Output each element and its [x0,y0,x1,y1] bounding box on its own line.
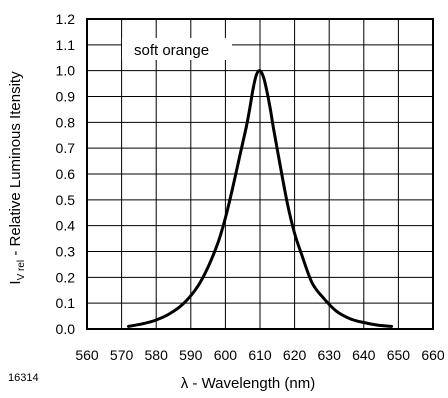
x-tick-label: 610 [248,347,272,363]
series-label: soft orange [134,42,209,59]
y-tick-label: 0.2 [56,269,76,285]
x-tick-label: 590 [179,347,203,363]
y-tick-label: 1.1 [56,37,76,53]
y-tick-label: 0.3 [56,244,76,260]
x-tick-label: 630 [318,347,342,363]
y-tick-label: 1.0 [56,63,76,79]
figure-id: 16314 [8,372,39,384]
y-axis-label-subscript: V rel [16,260,27,281]
y-tick-label: 0.1 [56,295,76,311]
x-axis-label: λ - Wavelength (nm) [181,375,315,392]
y-tick-label: 0.5 [56,192,76,208]
y-tick-label: 0.8 [56,114,76,130]
x-tick-label: 580 [145,347,169,363]
y-tick-label: 0.0 [56,321,76,337]
y-tick-label: 0.7 [56,140,76,156]
y-tick-label: 0.9 [56,89,76,105]
y-tick-label: 0.4 [56,218,76,234]
y-tick-labels: 0.0 0.1 0.2 0.3 0.4 0.5 0.6 0.7 0.8 0.9 1.0 1.1 1.2 [56,11,76,337]
x-tick-label: 650 [387,347,411,363]
x-tick-labels: 560 570 580 590 600 610 620 630 640 650 660 [75,347,445,363]
grid-lines [86,18,434,330]
x-tick-label: 600 [214,347,238,363]
x-tick-label: 570 [110,347,134,363]
y-axis-label-main: I [7,280,24,284]
y-tick-label: 0.6 [56,166,76,182]
x-tick-label: 620 [283,347,307,363]
y-tick-label: 1.2 [56,11,76,27]
x-tick-label: 560 [75,347,99,363]
x-tick-label: 640 [352,347,376,363]
y-axis-label-rest: - Relative Luminous Itensity [7,71,24,260]
x-tick-label: 660 [421,347,445,363]
series-curve [127,69,393,328]
series-label-background [122,38,232,60]
plot-frame [86,18,434,330]
y-axis-label: IV rel - Relative Luminous Itensity [7,71,27,285]
